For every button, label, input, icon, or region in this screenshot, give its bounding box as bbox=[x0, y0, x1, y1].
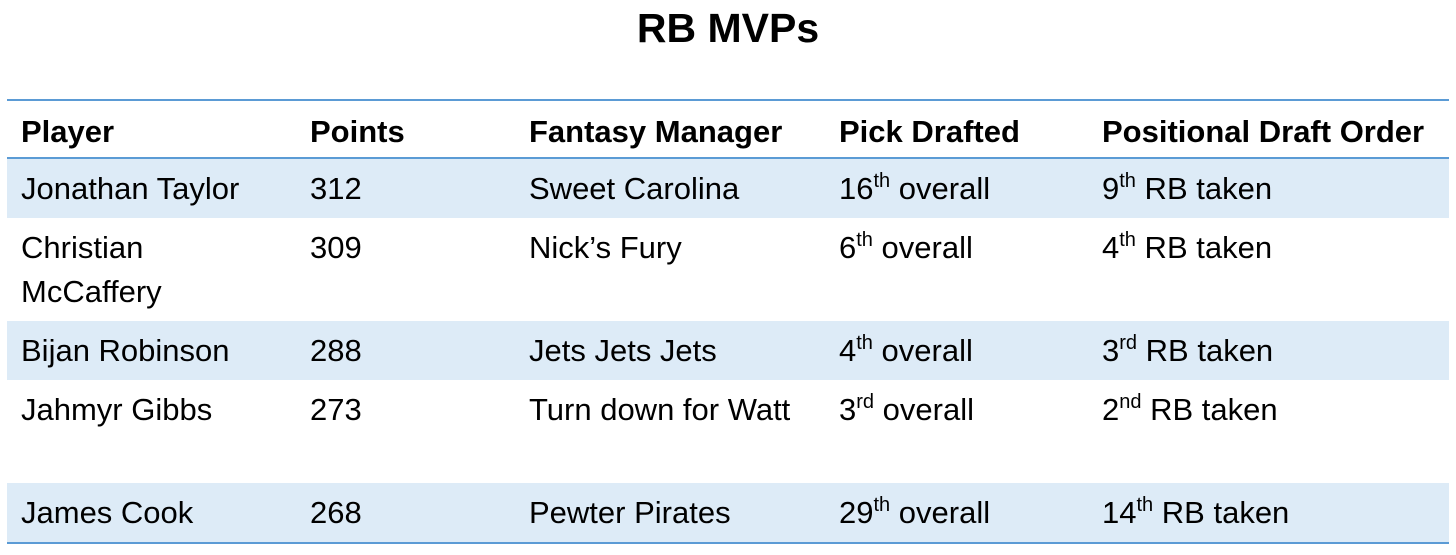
position-suffix: th bbox=[1119, 229, 1136, 251]
header-positional-draft-order: Positional Draft Order bbox=[1102, 114, 1425, 149]
table-row: Bijan Robinson 288 Jets Jets Jets 4th ov… bbox=[7, 321, 1449, 380]
pick-cell: 6th overall bbox=[839, 226, 1089, 270]
player-cell: Bijan Robinson bbox=[21, 333, 230, 368]
pick-cell: 3rd overall bbox=[839, 388, 1089, 432]
manager-cell: Turn down for Watt bbox=[529, 392, 791, 427]
player-cell: Jonathan Taylor bbox=[21, 171, 240, 206]
pick-suffix: th bbox=[873, 494, 891, 516]
position-text: RB taken bbox=[1141, 392, 1278, 427]
points-cell: 288 bbox=[310, 333, 362, 368]
pick-suffix: th bbox=[856, 229, 873, 251]
position-cell: 2nd RB taken bbox=[1102, 388, 1447, 432]
pick-number: 3 bbox=[839, 392, 857, 427]
position-suffix: th bbox=[1119, 170, 1136, 192]
table-row: Jahmyr Gibbs 273 Turn down for Watt 3rd … bbox=[7, 380, 1449, 483]
position-number: 2 bbox=[1102, 392, 1120, 427]
pick-text: overall bbox=[890, 171, 991, 206]
position-text: RB taken bbox=[1135, 230, 1273, 265]
table-row: Jonathan Taylor 312 Sweet Carolina 16th … bbox=[7, 159, 1449, 218]
header-pick-drafted: Pick Drafted bbox=[839, 114, 1020, 149]
points-cell: 273 bbox=[310, 392, 362, 427]
pick-cell: 29th overall bbox=[839, 491, 1089, 535]
pick-text: overall bbox=[874, 392, 974, 427]
player-cell: Christian McCaffery bbox=[21, 230, 162, 309]
pick-suffix: th bbox=[873, 170, 891, 192]
header-player: Player bbox=[21, 114, 115, 149]
page-title: RB MVPs bbox=[636, 5, 820, 51]
pick-number: 16 bbox=[839, 171, 874, 206]
manager-cell: Pewter Pirates bbox=[529, 495, 731, 530]
pick-number: 29 bbox=[839, 495, 874, 530]
position-number: 3 bbox=[1102, 333, 1120, 368]
position-number: 9 bbox=[1102, 171, 1120, 206]
position-text: RB taken bbox=[1137, 333, 1274, 368]
manager-cell: Nick’s Fury bbox=[529, 230, 682, 265]
position-suffix: rd bbox=[1119, 332, 1138, 354]
header-fantasy-manager: Fantasy Manager bbox=[529, 114, 783, 149]
table-row: Christian McCaffery 309 Nick’s Fury 6th … bbox=[7, 218, 1449, 321]
pick-cell: 4th overall bbox=[839, 329, 1089, 373]
position-cell: 9th RB taken bbox=[1102, 167, 1447, 211]
position-suffix: nd bbox=[1119, 391, 1142, 413]
player-cell: James Cook bbox=[21, 495, 194, 530]
points-cell: 312 bbox=[310, 171, 362, 206]
rb-mvps-table: Player Points Fantasy Manager Pick Draft… bbox=[7, 99, 1449, 544]
pick-text: overall bbox=[872, 230, 973, 265]
position-text: RB taken bbox=[1153, 495, 1290, 530]
pick-suffix: rd bbox=[856, 391, 875, 413]
player-cell: Jahmyr Gibbs bbox=[21, 392, 213, 427]
header-points: Points bbox=[310, 114, 405, 149]
pick-number: 6 bbox=[839, 230, 857, 265]
manager-cell: Sweet Carolina bbox=[529, 171, 740, 206]
position-cell: 14th RB taken bbox=[1102, 491, 1447, 535]
position-cell: 3rd RB taken bbox=[1102, 329, 1447, 373]
position-number: 4 bbox=[1102, 230, 1120, 265]
table-row: James Cook 268 Pewter Pirates 29th overa… bbox=[7, 483, 1449, 542]
pick-number: 4 bbox=[839, 333, 857, 368]
points-cell: 268 bbox=[310, 495, 362, 530]
pick-suffix: th bbox=[856, 332, 873, 354]
pick-text: overall bbox=[872, 333, 973, 368]
table-header-row: Player Points Fantasy Manager Pick Draft… bbox=[7, 101, 1449, 159]
position-text: RB taken bbox=[1135, 171, 1273, 206]
pick-cell: 16th overall bbox=[839, 167, 1089, 211]
points-cell: 309 bbox=[310, 230, 362, 265]
position-suffix: th bbox=[1136, 494, 1154, 516]
manager-cell: Jets Jets Jets bbox=[529, 333, 717, 368]
position-cell: 4th RB taken bbox=[1102, 226, 1447, 270]
pick-text: overall bbox=[890, 495, 991, 530]
position-number: 14 bbox=[1102, 495, 1137, 530]
